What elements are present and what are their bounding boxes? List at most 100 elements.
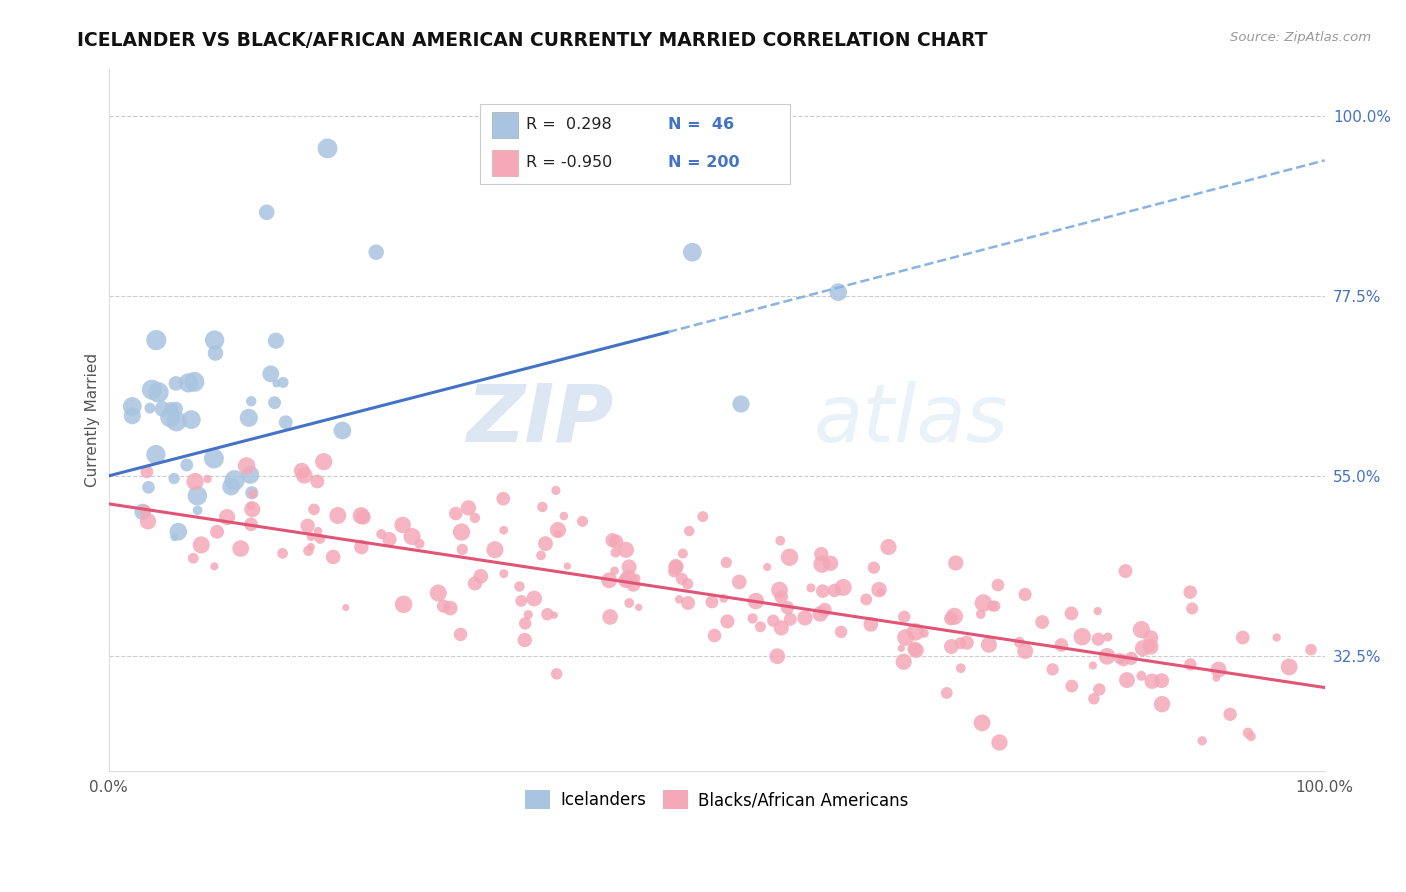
Point [814,603,837,617]
Point [662,565,685,579]
Point [439,601,461,615]
Point [547,523,569,537]
Point [184,475,207,489]
Point [427,586,450,600]
Text: Source: ZipAtlas.com: Source: ZipAtlas.com [1230,31,1371,45]
Point [827,285,849,300]
Point [543,608,565,623]
Point [614,574,637,588]
Point [893,609,915,624]
Point [464,576,486,591]
Point [1150,673,1173,688]
Point [240,394,263,409]
Point [544,483,567,498]
Point [1237,726,1260,740]
Point [832,581,855,595]
Point [810,547,832,561]
Point [145,333,167,347]
Point [299,540,322,554]
Point [983,599,1005,614]
Point [713,591,735,606]
Point [1140,674,1163,689]
Point [1071,630,1094,644]
Point [935,686,957,700]
Point [297,543,319,558]
Point [627,600,650,615]
Point [599,610,621,624]
Point [1232,631,1254,645]
Point [988,735,1011,749]
Point [830,624,852,639]
Text: ZIP: ZIP [465,381,613,459]
Point [903,642,925,657]
Point [530,549,553,563]
Point [939,612,962,626]
Point [745,594,768,608]
Point [167,524,190,539]
Point [492,491,515,506]
Point [450,627,472,641]
Point [749,620,772,634]
Point [868,582,890,597]
Point [1139,639,1161,653]
Point [309,532,332,546]
Point [893,655,915,669]
Point [401,529,423,543]
Point [741,611,763,625]
Point [1219,707,1241,722]
Point [553,508,575,523]
Point [266,376,288,391]
Point [239,517,262,532]
Point [770,590,793,604]
Point [614,542,637,557]
Point [598,574,620,588]
Point [1205,671,1227,685]
Point [1181,601,1204,615]
Point [1050,638,1073,652]
Point [1132,641,1154,656]
Point [513,633,536,648]
Point [941,640,963,654]
Point [904,624,927,639]
Point [240,502,263,516]
Point [204,346,226,360]
Point [139,401,162,416]
Point [557,559,579,574]
Point [1112,653,1135,667]
Point [131,505,153,519]
Point [894,631,917,645]
Point [121,409,143,423]
Point [350,540,373,554]
Point [1130,669,1153,683]
Point [943,609,966,624]
Point [1087,632,1109,647]
Point [352,510,374,524]
Point [180,412,202,426]
Text: R =  0.298: R = 0.298 [526,117,612,132]
Point [177,376,200,390]
Point [626,571,648,585]
Point [800,581,823,595]
Point [242,487,264,501]
Point [271,546,294,560]
Point [391,518,413,533]
Point [855,592,877,607]
Point [1121,651,1143,665]
Point [141,383,163,397]
FancyBboxPatch shape [479,103,790,185]
Point [981,599,1004,613]
Point [492,523,515,537]
Point [1060,679,1083,693]
Point [197,472,219,486]
Point [307,524,329,538]
Point [769,533,792,548]
Point [571,514,593,528]
Point [1240,730,1263,744]
Text: N = 200: N = 200 [668,155,740,170]
Point [768,582,790,597]
Point [1097,630,1119,644]
Point [138,480,160,494]
Point [165,401,187,416]
Point [617,560,640,574]
Point [970,607,993,621]
